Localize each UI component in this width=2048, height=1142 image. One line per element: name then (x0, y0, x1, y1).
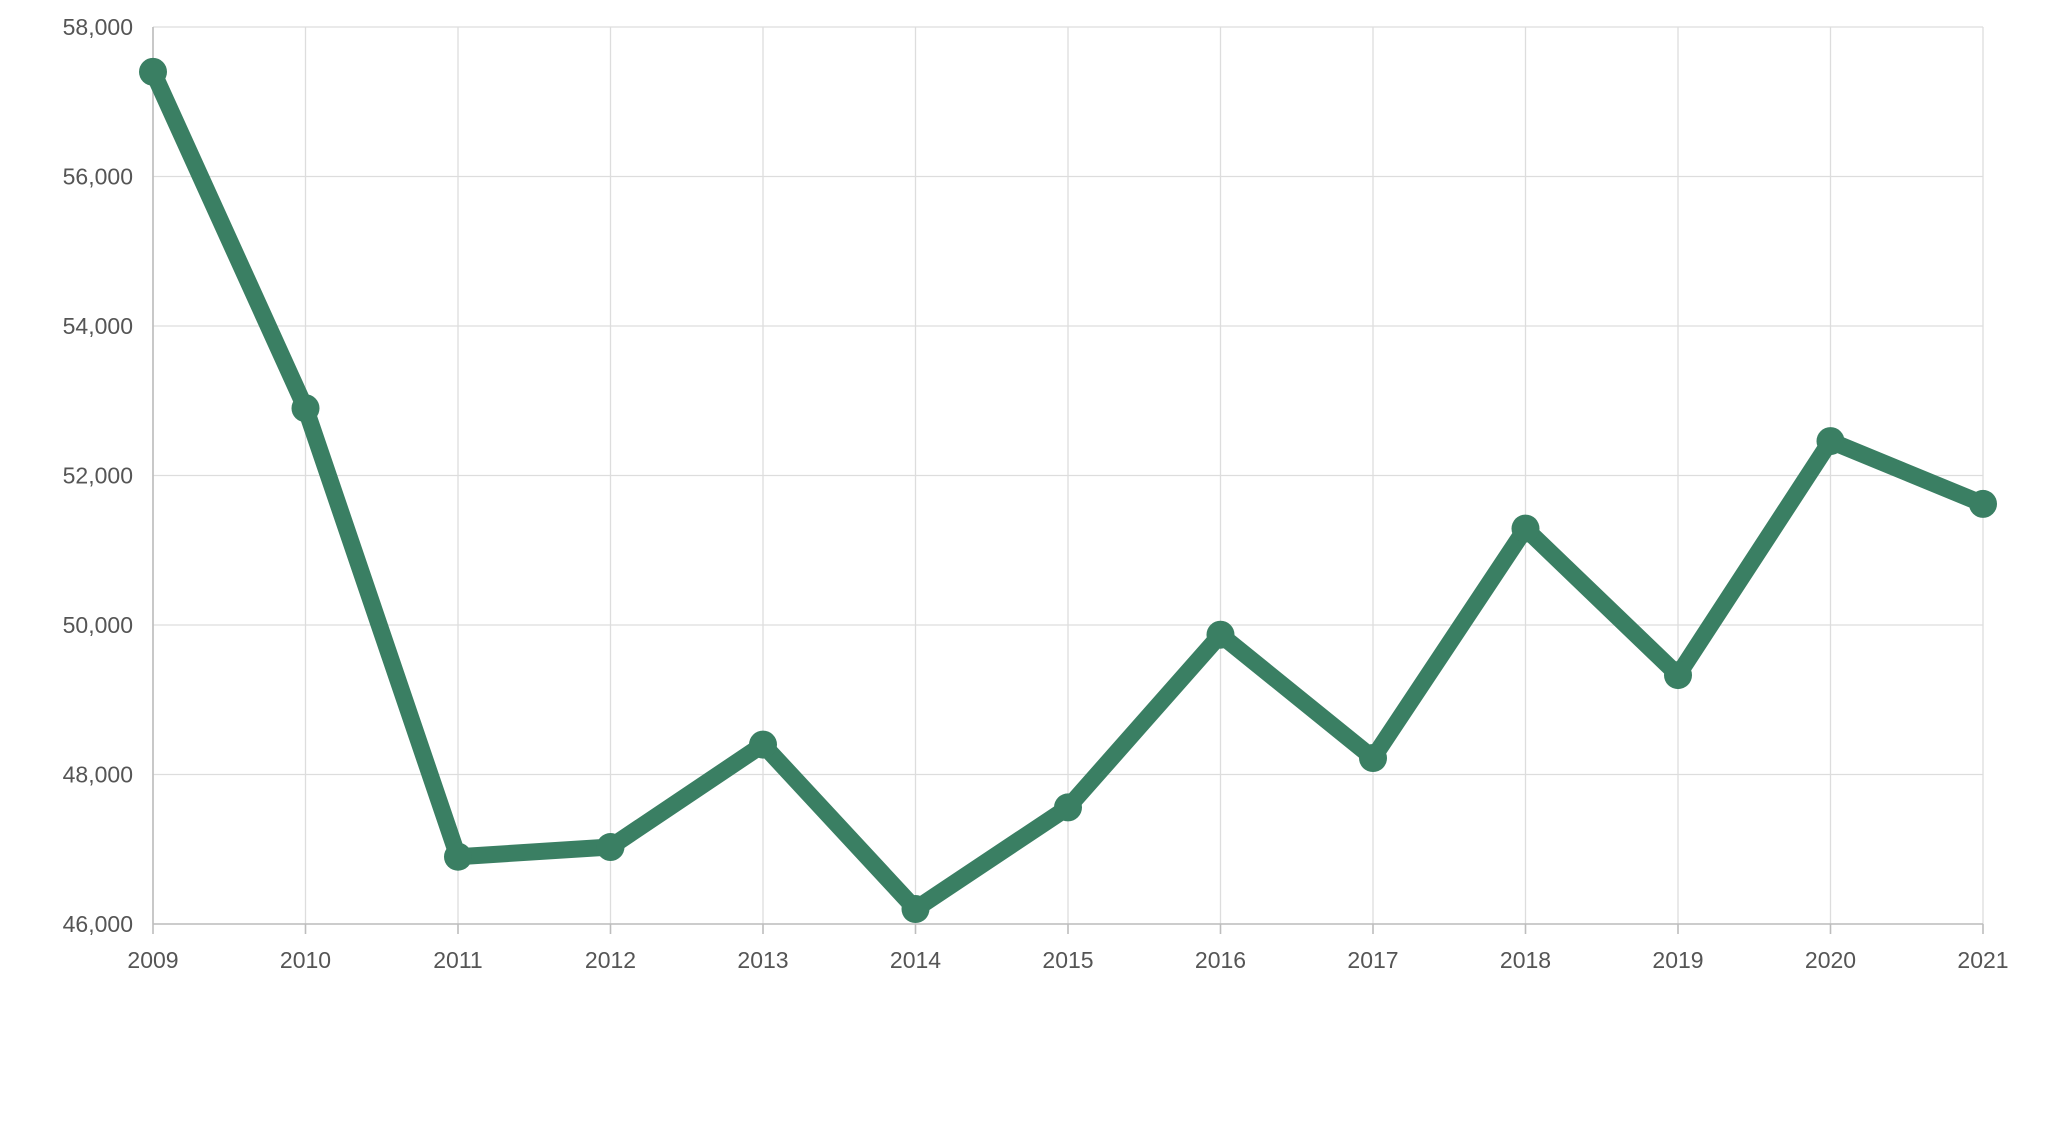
y-tick-label: 48,000 (63, 762, 133, 788)
x-tick-label: 2016 (1195, 947, 1246, 973)
data-point[interactable] (1816, 427, 1845, 456)
data-point[interactable] (596, 833, 625, 862)
data-point[interactable] (444, 842, 472, 871)
data-point[interactable] (139, 57, 167, 86)
data-point[interactable] (1969, 489, 1997, 518)
x-tick-label: 2014 (890, 947, 941, 973)
y-tick-label: 58,000 (63, 14, 133, 40)
x-tick-label: 2010 (280, 947, 331, 973)
axes (152, 27, 1984, 934)
x-tick-label: 2012 (585, 947, 636, 973)
data-point[interactable] (749, 730, 777, 759)
y-tick-label: 46,000 (63, 911, 133, 937)
y-tick-label: 52,000 (63, 463, 133, 489)
x-tick-label: 2017 (1347, 947, 1398, 973)
x-tick-label: 2020 (1805, 947, 1856, 973)
grid (152, 26, 1984, 925)
x-tick-label: 2009 (127, 947, 178, 973)
data-point[interactable] (291, 394, 320, 423)
x-tick-label: 2019 (1652, 947, 1703, 973)
x-tick-label: 2021 (1957, 947, 2008, 973)
series (139, 57, 1997, 924)
y-tick-label: 54,000 (63, 313, 133, 339)
x-tick-label: 2015 (1042, 947, 1093, 973)
data-point[interactable] (1359, 744, 1387, 773)
data-point[interactable] (1511, 514, 1540, 543)
data-point[interactable] (1206, 620, 1235, 649)
x-tick-label: 2013 (737, 947, 788, 973)
y-tick-label: 50,000 (63, 612, 133, 638)
data-point[interactable] (901, 895, 930, 924)
x-tick-label: 2018 (1500, 947, 1551, 973)
x-tick-label: 2011 (433, 947, 482, 973)
data-point[interactable] (1664, 661, 1692, 690)
y-tick-label: 56,000 (63, 164, 133, 190)
tick-labels: 46,000 48,000 50,000 52,000 54,000 56,000 58,0… (63, 14, 2009, 973)
data-point[interactable] (1054, 793, 1082, 822)
